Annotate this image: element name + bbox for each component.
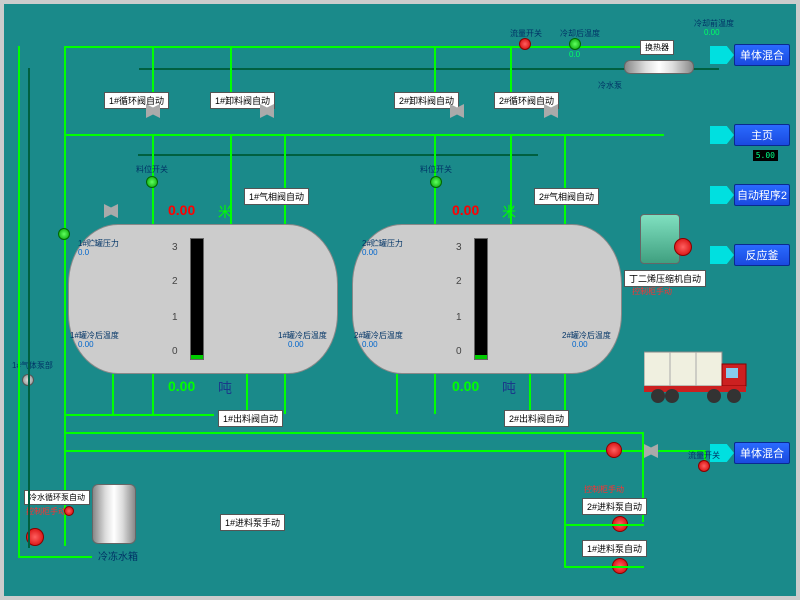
pipe [564, 374, 566, 414]
tank2-pressure-val: 0.00 [362, 248, 378, 257]
cold-temp2-val: 0.00 [704, 28, 720, 37]
compressor-label[interactable]: 丁二烯压缩机自动 [624, 270, 706, 287]
comp-manual: 控制柜手动 [632, 286, 672, 297]
pipe [18, 556, 92, 558]
valve-icon[interactable] [260, 104, 274, 118]
pipe [64, 134, 664, 136]
pipe [284, 374, 286, 414]
pipe [529, 374, 531, 414]
pump-1-manual[interactable]: 1#进料泵手动 [220, 514, 285, 531]
pipe [64, 432, 644, 434]
lvl-ind-2 [430, 176, 442, 188]
pipe [28, 68, 30, 548]
pipe [246, 374, 248, 414]
flow-indicator [519, 38, 531, 50]
compressor [640, 214, 680, 264]
comp-motor [674, 238, 692, 256]
cold-temp-val: 0.0 [569, 50, 580, 59]
tank2-temp-b-val: 0.00 [572, 340, 588, 349]
tank1-level-m: 0.00 [168, 202, 195, 218]
valve-1-out[interactable]: 1#出料阀自动 [218, 410, 283, 427]
nav-arrow-1 [710, 46, 734, 64]
valve-2-gas[interactable]: 2#气相阀自动 [534, 188, 599, 205]
cold-temp-indicator [569, 38, 581, 50]
valve-bottom[interactable] [644, 444, 658, 458]
pipe [138, 154, 538, 156]
pipe [18, 46, 20, 556]
lvl-switch-1: 料位开关 [136, 164, 168, 175]
tank1-pressure-val: 0.0 [78, 248, 89, 257]
pump-motor-1 [606, 442, 622, 458]
pump-1-feed[interactable]: 1#进料泵自动 [582, 540, 647, 557]
valve-left[interactable] [104, 204, 118, 218]
cold-pump-manual: 控制柜手动 [26, 506, 66, 517]
valve-icon[interactable] [146, 104, 160, 118]
flow-ind-2 [698, 460, 710, 472]
pipe [64, 46, 66, 546]
cold-pump-ind [64, 506, 74, 516]
pipe [64, 46, 674, 48]
valve-2-out[interactable]: 2#出料阀自动 [504, 410, 569, 427]
tank2-unit-ton: 吨 [502, 378, 516, 398]
tank2-tick-1: 1 [456, 312, 780, 323]
tank2-temp-a-val: 0.00 [362, 340, 378, 349]
pipe [396, 374, 398, 414]
pipe [564, 134, 566, 224]
nav-arrow-2 [710, 126, 734, 144]
pipe [284, 134, 286, 224]
heat-exchanger [624, 60, 694, 74]
digital-readout: 5.00 [753, 150, 778, 161]
nav-auto-prog[interactable]: 自动程序2 [734, 184, 790, 206]
valve-1-gas[interactable]: 1#气相阀自动 [244, 188, 309, 205]
tank2-level-m: 0.00 [452, 202, 479, 218]
tank1-temp-a-val: 0.00 [78, 340, 94, 349]
cold-pump-label: 冷水泵 [598, 80, 622, 91]
tank2-gauge [474, 238, 488, 360]
pipe [564, 450, 566, 566]
cold-water-tank [92, 484, 136, 544]
valve-icon[interactable] [544, 104, 558, 118]
pump-2-feed[interactable]: 2#进料泵自动 [582, 498, 647, 515]
truck-icon [644, 344, 754, 409]
cold-temp-label: 冷却后温度 [560, 28, 600, 39]
lvl-ind-1 [146, 176, 158, 188]
tank1-level-ton: 0.00 [168, 378, 195, 394]
pipe [434, 374, 436, 414]
nav-monomer-mix-2[interactable]: 单体混合 [734, 442, 790, 464]
tank1-unit-ton: 吨 [218, 378, 232, 398]
nav-monomer-mix[interactable]: 单体混合 [734, 44, 790, 66]
tank1-unit-m: 米 [218, 202, 232, 222]
tank2-tick-2: 2 [456, 276, 780, 287]
pipe [112, 374, 114, 414]
pipe [564, 566, 644, 568]
tank2-level-ton: 0.00 [452, 378, 479, 394]
nav-home[interactable]: 主页 [734, 124, 790, 146]
cold-pump-label[interactable]: 冷水循环泵自动 [24, 490, 90, 505]
nav-arrow-3 [710, 186, 734, 204]
pipe [564, 524, 644, 526]
pump-manual-2: 控制柜手动 [584, 484, 624, 495]
pipe [64, 414, 214, 416]
tank2-unit-m: 米 [502, 202, 516, 222]
tank1-gauge [190, 238, 204, 360]
cold-tank-label: 冷冻水箱 [98, 548, 138, 563]
pipe [152, 374, 154, 414]
valve-icon[interactable] [450, 104, 464, 118]
tank1-temp-b-val: 0.00 [288, 340, 304, 349]
tank2-tick-3: 3 [456, 242, 780, 253]
lvl-switch-2: 料位开关 [420, 164, 452, 175]
ind-left [58, 228, 70, 240]
heat-exchanger-label: 换热器 [640, 40, 674, 55]
